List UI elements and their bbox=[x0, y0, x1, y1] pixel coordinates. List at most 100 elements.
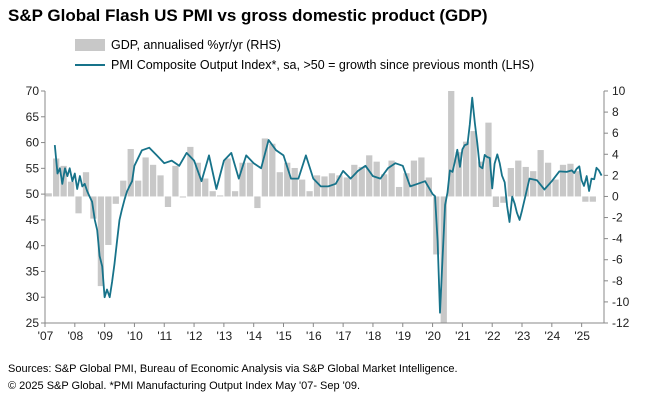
x-tick-label: '19 bbox=[395, 329, 411, 343]
right-tick-label: -12 bbox=[612, 316, 630, 330]
right-tick-label: -6 bbox=[612, 253, 623, 267]
left-tick-label: 65 bbox=[26, 110, 40, 124]
gdp-bar bbox=[120, 180, 127, 197]
gdp-bar bbox=[284, 162, 291, 197]
gdp-bar bbox=[485, 122, 492, 197]
gdp-bar bbox=[105, 196, 112, 245]
gdp-bar bbox=[246, 162, 254, 197]
gdp-bar bbox=[388, 160, 395, 197]
gdp-bar bbox=[142, 157, 149, 197]
gdp-bar bbox=[194, 162, 201, 197]
gdp-bar bbox=[477, 161, 485, 197]
gdp-bar bbox=[418, 157, 425, 197]
x-tick-label: '22 bbox=[485, 329, 501, 343]
x-tick-label: '17 bbox=[336, 329, 352, 343]
right-tick-label: 10 bbox=[612, 84, 626, 98]
gdp-bar bbox=[373, 161, 380, 197]
gdp-bar bbox=[172, 165, 179, 197]
gdp-bar bbox=[403, 173, 410, 197]
gdp-bar bbox=[261, 138, 268, 197]
gdp-bar bbox=[75, 196, 82, 214]
gdp-bar bbox=[224, 158, 231, 197]
x-tick-label: '11 bbox=[157, 329, 172, 343]
left-tick-label: 30 bbox=[26, 290, 40, 304]
gdp-bar bbox=[351, 164, 358, 197]
chart-axes bbox=[41, 90, 608, 327]
gdp-bar bbox=[82, 172, 90, 197]
left-tick-label: 40 bbox=[26, 239, 40, 253]
gdp-bar bbox=[53, 158, 60, 197]
gdp-bar bbox=[589, 196, 596, 202]
legend-item-pmi: PMI Composite Output Index*, sa, >50 = g… bbox=[75, 58, 534, 72]
footer-sources: Sources: S&P Global PMI, Bureau of Econo… bbox=[8, 363, 458, 375]
gdp-bar bbox=[306, 191, 313, 197]
gdp-bar bbox=[187, 146, 194, 197]
x-tick-label: '09 bbox=[97, 329, 113, 343]
gdp-bar bbox=[67, 181, 75, 197]
chart-title: S&P Global Flash US PMI vs gross domesti… bbox=[8, 6, 488, 25]
legend-label-gdp: GDP, annualised %yr/yr (RHS) bbox=[111, 38, 281, 52]
gdp-bar bbox=[164, 196, 172, 207]
gdp-bar bbox=[381, 174, 388, 197]
right-tick-label: 8 bbox=[612, 105, 619, 119]
x-tick-label: '12 bbox=[187, 329, 203, 343]
gdp-bar bbox=[530, 171, 537, 197]
right-tick-label: -2 bbox=[612, 211, 623, 225]
gdp-bar bbox=[455, 152, 462, 197]
gdp-bar bbox=[157, 175, 164, 197]
gdp-bar bbox=[112, 196, 119, 204]
gdp-bar bbox=[448, 91, 455, 197]
gdp-bar bbox=[299, 179, 306, 197]
x-tick-label: '18 bbox=[366, 329, 382, 343]
gdp-bar bbox=[291, 167, 298, 197]
pmi-line bbox=[53, 96, 603, 314]
gdp-bar bbox=[343, 177, 350, 197]
gdp-bar bbox=[410, 160, 418, 197]
gdp-bar bbox=[179, 196, 187, 198]
gdp-bars bbox=[45, 91, 596, 323]
gdp-bar bbox=[231, 191, 239, 197]
gdp-bar bbox=[522, 166, 529, 197]
right-tick-label: -8 bbox=[612, 274, 623, 288]
gdp-bar bbox=[582, 196, 589, 202]
legend-swatch-gdp bbox=[75, 39, 105, 51]
legend-item-gdp: GDP, annualised %yr/yr (RHS) bbox=[75, 38, 281, 52]
gdp-bar bbox=[127, 149, 134, 197]
gdp-bar bbox=[544, 162, 552, 197]
gdp-bar bbox=[470, 131, 477, 197]
gdp-bar bbox=[149, 164, 157, 197]
left-tick-label: 60 bbox=[26, 136, 40, 150]
x-tick-label: '20 bbox=[425, 329, 441, 343]
pmi-line-group bbox=[53, 96, 603, 314]
x-tick-label: '10 bbox=[127, 329, 143, 343]
gdp-bar bbox=[507, 167, 514, 197]
right-tick-label: -10 bbox=[612, 295, 630, 309]
gdp-bar bbox=[97, 196, 105, 287]
gdp-bar bbox=[492, 196, 500, 207]
x-tick-label: '25 bbox=[574, 329, 590, 343]
gdp-bar bbox=[500, 196, 507, 203]
x-tick-label: '07 bbox=[38, 329, 54, 343]
gdp-bar bbox=[567, 163, 574, 197]
left-tick-label: 70 bbox=[26, 84, 40, 98]
tick-labels: 25 30 35 40 45 50 55 60 65 70 -12 -10 -8 -6 -4 -2 0 2 4 6 8 1… bbox=[26, 84, 630, 343]
right-tick-label: 4 bbox=[612, 147, 619, 161]
left-tick-label: 45 bbox=[26, 213, 40, 227]
x-tick-label: '15 bbox=[276, 329, 292, 343]
x-tick-label: '23 bbox=[515, 329, 531, 343]
gdp-bar bbox=[45, 193, 52, 197]
left-tick-label: 25 bbox=[26, 316, 40, 330]
gdp-bar bbox=[537, 150, 544, 197]
left-tick-label: 55 bbox=[26, 161, 40, 175]
legend-swatch-pmi bbox=[75, 64, 105, 66]
gdp-bar bbox=[276, 172, 283, 197]
gdp-bar bbox=[217, 195, 224, 197]
left-tick-label: 35 bbox=[26, 264, 40, 278]
gdp-bar bbox=[239, 162, 246, 197]
gdp-bar bbox=[358, 166, 365, 197]
gdp-bar bbox=[440, 196, 447, 323]
right-tick-label: 2 bbox=[612, 168, 619, 182]
gdp-bar bbox=[462, 141, 470, 197]
legend-label-pmi: PMI Composite Output Index*, sa, >50 = g… bbox=[111, 58, 535, 72]
right-tick-label: 6 bbox=[612, 126, 619, 140]
